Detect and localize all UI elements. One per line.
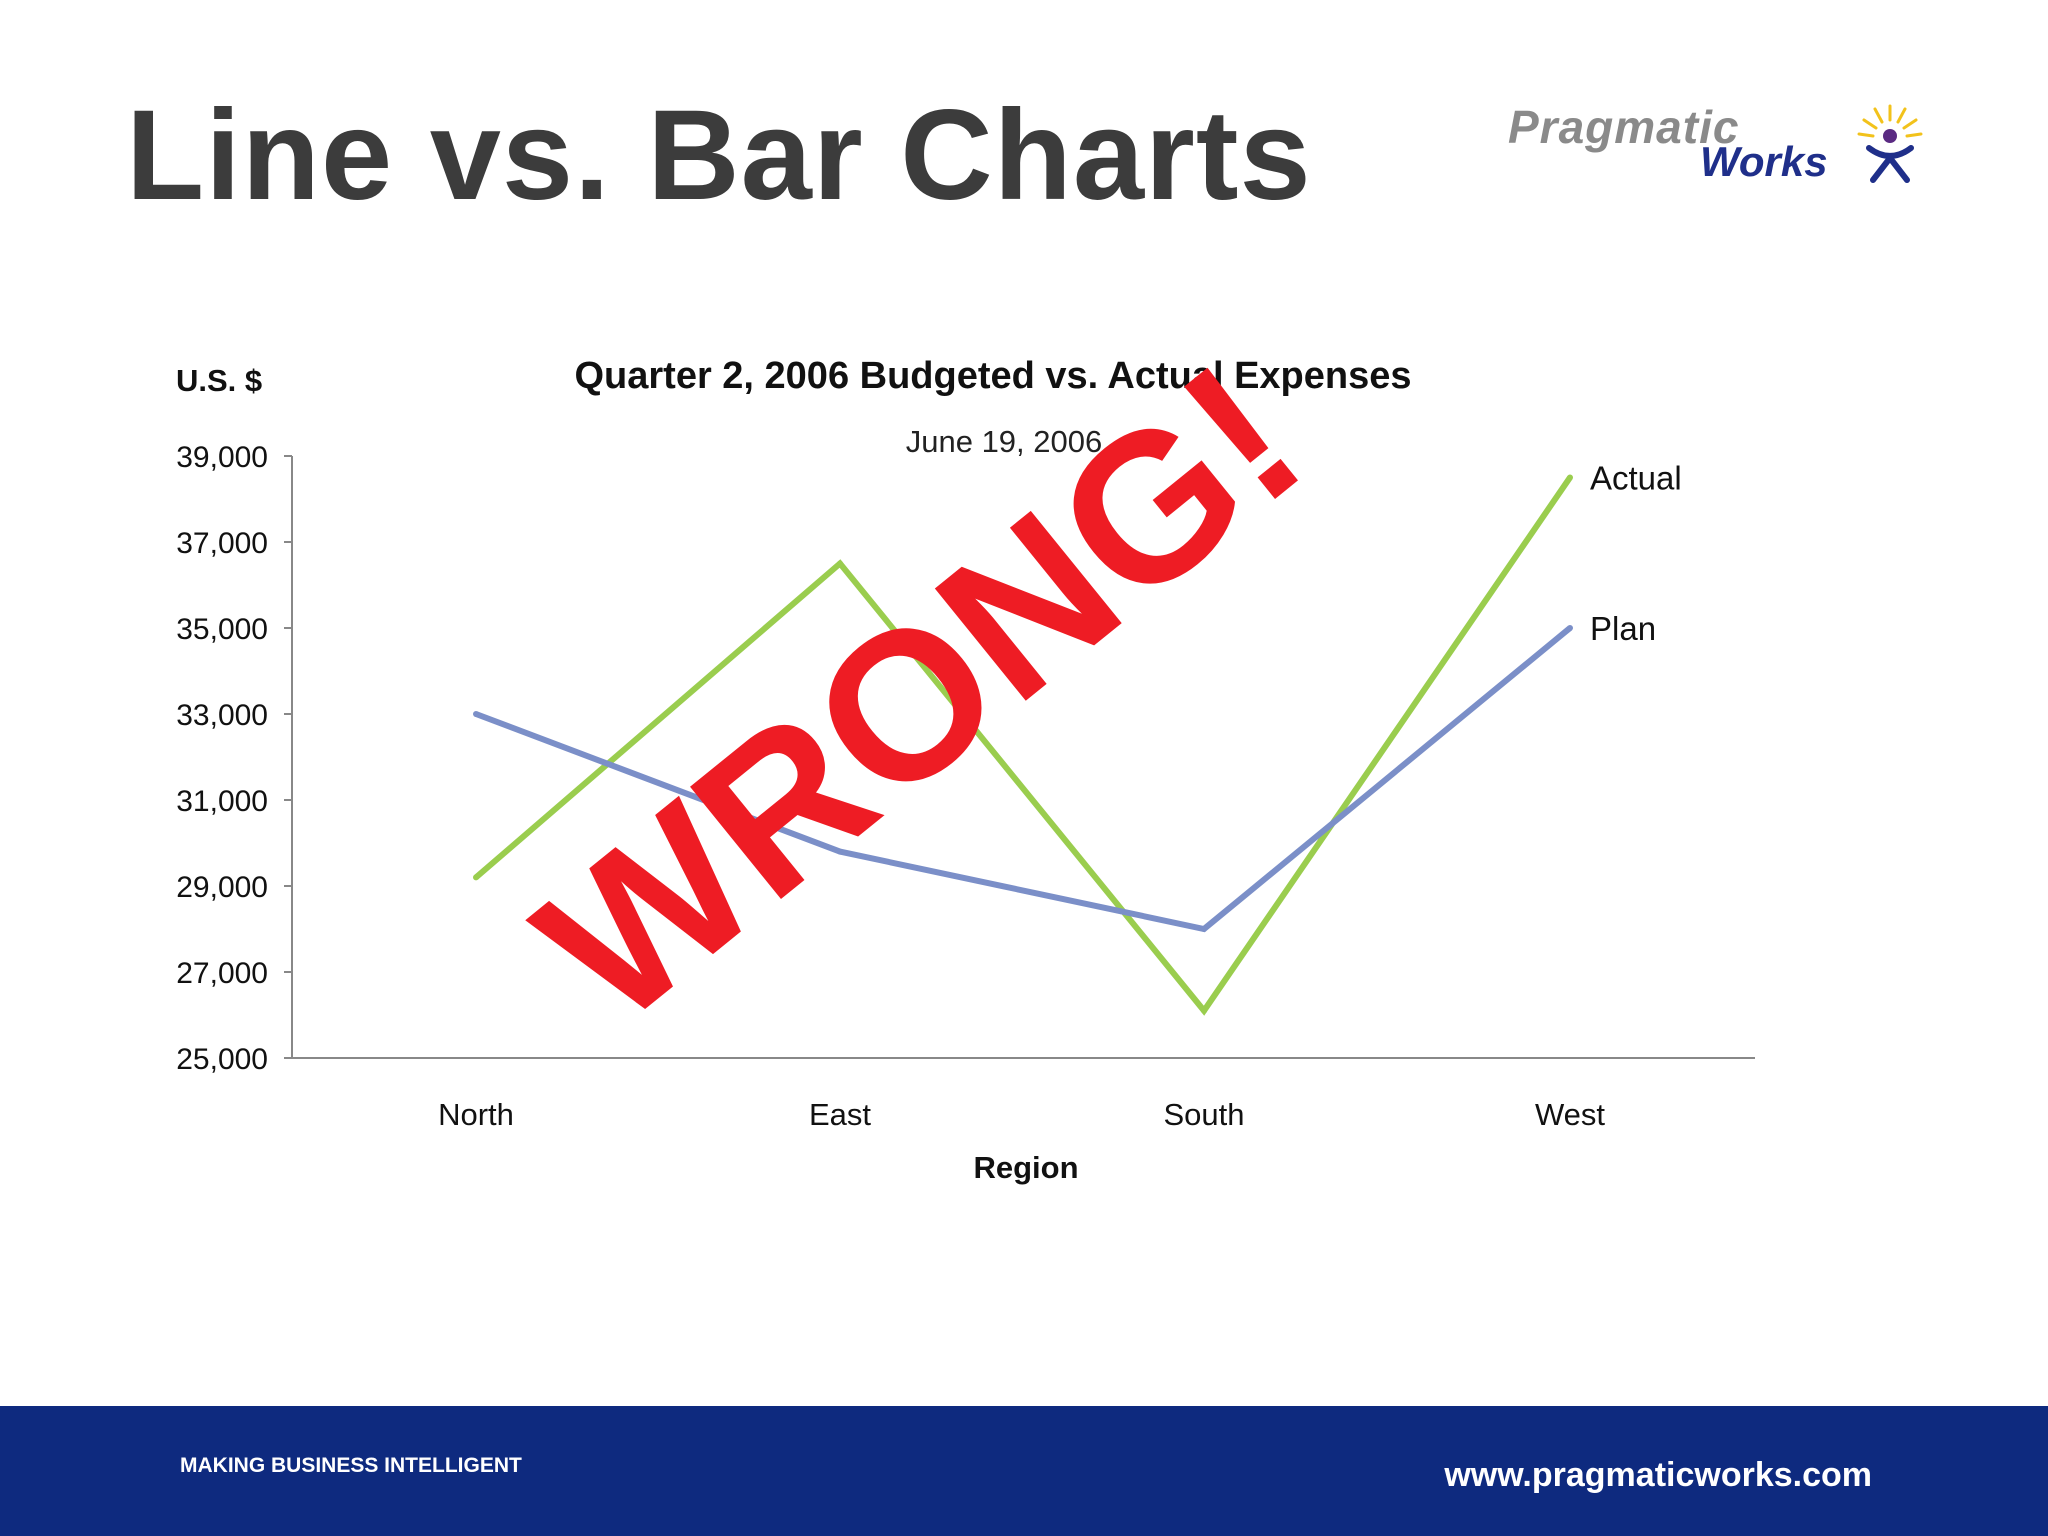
footer-url[interactable]: www.pragmaticworks.com — [1444, 1456, 1872, 1494]
data-point-actual — [837, 560, 843, 567]
slide-title: Line vs. Bar Charts — [126, 84, 1312, 227]
x-tick-label: North — [438, 1097, 514, 1132]
y-tick-label: 33,000 — [176, 699, 268, 732]
series-line-actual — [474, 475, 1573, 1016]
y-tick-label: 31,000 — [176, 785, 268, 818]
series-label-plan: Plan — [1590, 610, 1656, 647]
x-tick-label: West — [1535, 1097, 1605, 1132]
logo-figure-icon — [1857, 104, 1923, 183]
series-label-actual: Actual — [1590, 460, 1682, 497]
x-tick-label: South — [1163, 1097, 1244, 1132]
y-tick-label: 27,000 — [176, 957, 268, 990]
y-tick-label: 37,000 — [176, 527, 268, 560]
data-point-plan — [837, 848, 843, 855]
series-line-plan — [474, 625, 1572, 933]
line-chart: Quarter 2, 2006 Budgeted vs. Actual Expe… — [176, 320, 1755, 1185]
logo-word-pragmatic: Pragmatic — [1508, 101, 1740, 153]
y-tick-label: 35,000 — [176, 613, 268, 646]
data-point-actual — [1201, 1007, 1207, 1014]
pragmatic-works-logo: Pragmatic Works — [1500, 100, 1930, 190]
data-point-plan — [1201, 926, 1207, 932]
footer-tagline: MAKING BUSINESS INTELLIGENT — [180, 1454, 522, 1477]
y-axis-label: U.S. $ — [176, 363, 262, 398]
data-point-plan — [1567, 625, 1573, 631]
data-point-actual — [1567, 474, 1573, 481]
footer-bar: MAKING BUSINESS INTELLIGENT www.pragmati… — [0, 1406, 2048, 1536]
y-tick-label: 25,000 — [176, 1043, 268, 1076]
x-axis-label: Region — [973, 1150, 1078, 1185]
data-point-plan — [473, 711, 479, 717]
chart-title: Quarter 2, 2006 Budgeted vs. Actual Expe… — [574, 355, 1411, 397]
data-point-actual — [473, 874, 479, 881]
y-tick-label: 29,000 — [176, 871, 268, 904]
x-tick-label: East — [809, 1097, 871, 1132]
logo-word-works: Works — [1700, 138, 1828, 185]
y-tick-label: 39,000 — [176, 441, 268, 474]
chart-subtitle: June 19, 2006 — [906, 424, 1103, 459]
